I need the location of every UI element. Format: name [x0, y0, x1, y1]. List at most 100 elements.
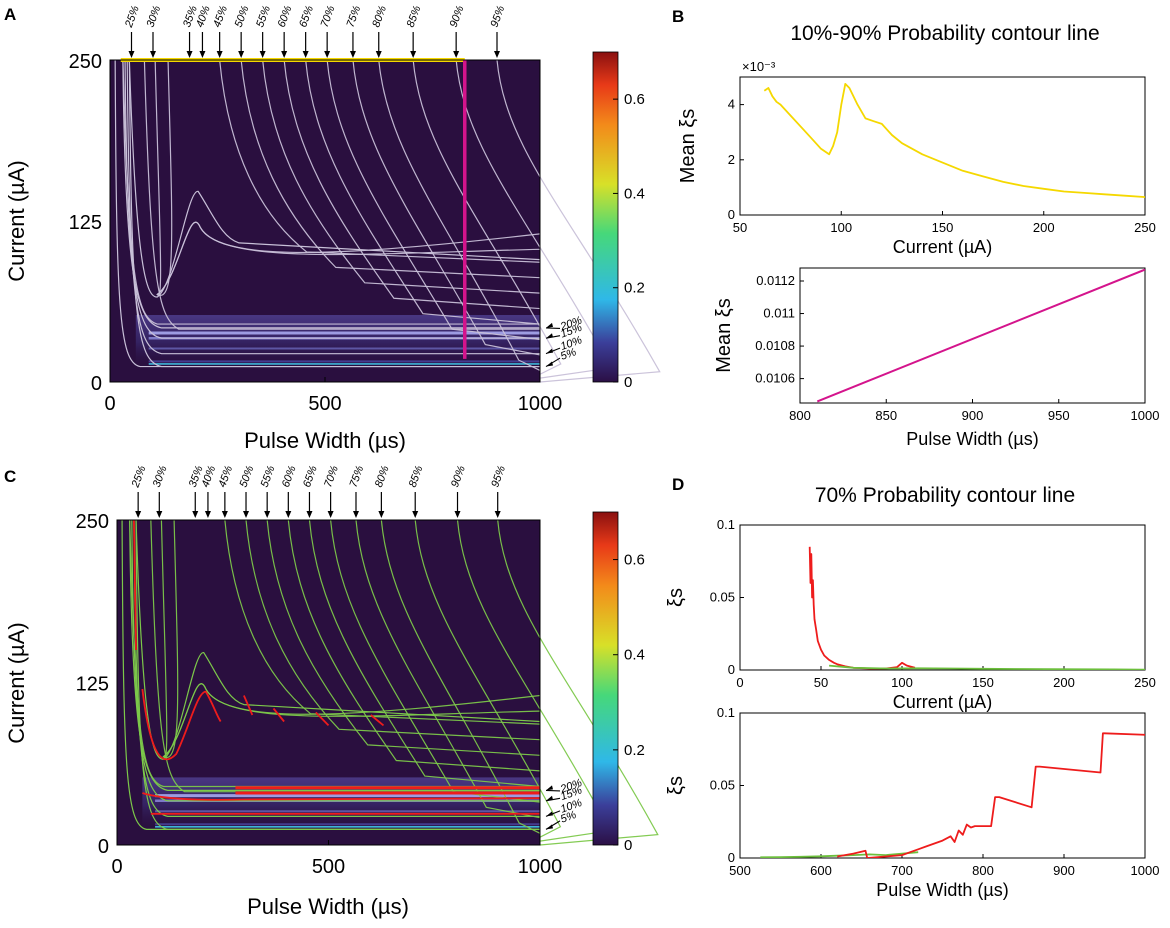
arrowhead-85%	[410, 51, 417, 58]
x-tick-label-800: 800	[789, 408, 811, 423]
colorbar-gradient	[592, 51, 619, 383]
y-tick-label-0.011: 0.011	[763, 306, 795, 321]
heatmap-a-low-current-band	[135, 315, 541, 370]
pct-label-60%: 60%	[276, 4, 295, 29]
x-axis-title: Current (µA)	[893, 237, 992, 257]
pct-label-50%: 50%	[238, 464, 257, 489]
pct-label-65%: 65%	[297, 4, 316, 29]
series-Mean-xi_s	[816, 268, 1145, 403]
x-tick-label-900: 900	[962, 408, 984, 423]
contour-90%	[456, 519, 612, 842]
side-arrowhead-10%	[546, 811, 553, 817]
x-tick-label-100: 100	[830, 220, 852, 235]
x-tick-label-500: 500	[729, 863, 751, 878]
y-tick-label-0: 0	[728, 662, 735, 677]
plot-frame	[799, 267, 1146, 404]
arrowhead-75%	[352, 511, 359, 518]
contour-side-5%	[135, 519, 540, 830]
y-tick-label-0.05: 0.05	[710, 778, 735, 793]
heatmap-c-y-title: Current (µA)	[4, 622, 29, 743]
contour-25%	[129, 519, 540, 788]
arrowhead-25%	[135, 511, 142, 518]
y-tick-label-0: 0	[91, 373, 102, 395]
contour-red-5	[142, 792, 541, 801]
x-tick-label-200: 200	[1033, 220, 1055, 235]
contour-95%	[497, 519, 659, 846]
pct-label-95%: 95%	[489, 464, 508, 489]
contour-40%	[162, 519, 541, 759]
colorbar-gradient	[592, 511, 619, 846]
x-tick-label-250: 250	[1134, 675, 1156, 690]
arrowhead-40%	[204, 511, 211, 518]
arrowhead-65%	[302, 51, 309, 58]
x-tick-label-1000: 1000	[1131, 408, 1160, 423]
contour-80%	[378, 59, 541, 371]
arrowhead-45%	[216, 51, 223, 58]
x-tick-label-850: 850	[875, 408, 897, 423]
colorbar-label-0.4: 0.4	[624, 647, 645, 664]
contour-45%	[224, 519, 541, 725]
heatmap-c-low-current-band	[142, 777, 540, 832]
side-arrowhead-5%	[546, 361, 553, 367]
x-tick-label-1000: 1000	[518, 393, 563, 415]
arrowhead-80%	[378, 511, 385, 518]
arrowhead-90%	[453, 51, 460, 58]
arrowhead-75%	[349, 51, 356, 58]
contour-80%	[380, 519, 541, 834]
heatmap-c-contours	[121, 519, 659, 846]
side-arrowhead-20%	[546, 785, 553, 791]
side-arrow-20%	[545, 789, 561, 792]
contour-55%	[266, 519, 541, 756]
y-tick-label-2: 2	[728, 152, 735, 167]
plot-d-top: 0 50 100 150 200 250 0 0.05 0.1 Current (µA) ξs	[665, 517, 1156, 712]
plot-frame	[116, 519, 541, 846]
y-tick-label-125: 125	[69, 212, 102, 234]
arrowhead-55%	[264, 511, 271, 518]
series-group	[808, 546, 1145, 670]
colorbar-label-0: 0	[624, 837, 632, 854]
x-tick-label-150: 150	[972, 675, 994, 690]
contour-95%	[496, 59, 661, 383]
heatmap-a-contours	[114, 59, 661, 383]
series-group	[760, 732, 1145, 858]
x-tick-label-250: 250	[1134, 220, 1156, 235]
pct-label-25%: 25%	[129, 464, 148, 490]
x-tick-label-800: 800	[972, 863, 994, 878]
contour-25%	[122, 59, 540, 325]
arrowhead-25%	[128, 51, 135, 58]
pct-label-90%: 90%	[448, 4, 467, 29]
arrowhead-35%	[186, 51, 193, 58]
contour-70%	[330, 519, 541, 803]
arrowhead-30%	[156, 511, 163, 518]
heatmap-c-ticks: 0 500 1000 0 125 250	[76, 511, 563, 878]
y-axis-title: Mean ξs	[713, 298, 735, 373]
y-tick-label-0: 0	[98, 836, 109, 858]
arrowhead-60%	[285, 511, 292, 518]
pct-label-75%: 75%	[348, 464, 367, 489]
contour-5%	[114, 59, 540, 368]
arrowhead-55%	[259, 51, 266, 58]
contour-90%	[455, 59, 613, 379]
contour-red-0	[141, 688, 222, 761]
side-arrowhead-5%	[546, 824, 553, 830]
plot-frame	[739, 76, 1146, 216]
x-tick-label-700: 700	[891, 863, 913, 878]
colorbar-label-0.4: 0.4	[624, 185, 645, 202]
series-group	[816, 268, 1145, 403]
y-tick-label-0: 0	[728, 207, 735, 222]
y-tick-label-0.0106: 0.0106	[755, 371, 795, 386]
arrowhead-85%	[412, 511, 419, 518]
panel-d-title: 70% Probability contour line	[815, 484, 1075, 507]
contour-red-1	[243, 695, 254, 716]
pct-label-30%: 30%	[145, 4, 164, 29]
pct-label-70%: 70%	[322, 464, 341, 489]
x-tick-label-900: 900	[1053, 863, 1075, 878]
arrowhead-70%	[327, 511, 334, 518]
arrowhead-50%	[238, 51, 245, 58]
series-Mean-xi_s-(x1e-3)	[763, 83, 1145, 198]
panel-b-title: 10%-90% Probability contour line	[790, 22, 1099, 45]
side-arrowhead-15%	[546, 333, 553, 339]
